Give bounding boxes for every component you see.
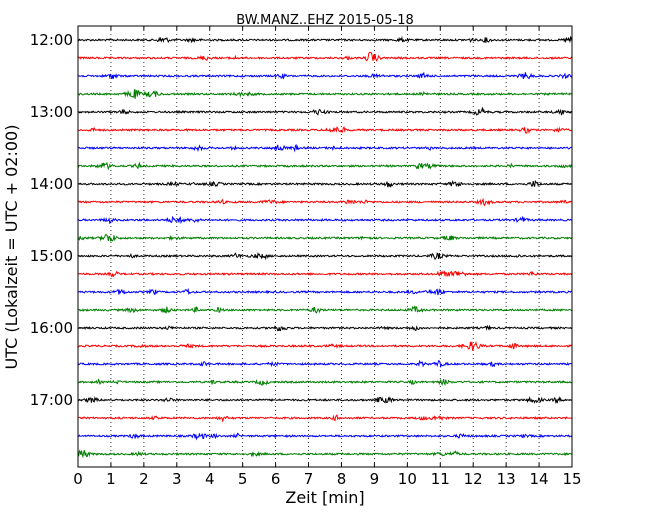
y-tick-label: 17:00 (30, 391, 73, 409)
x-tick-label: 8 (337, 470, 347, 488)
x-tick-label: 5 (238, 470, 248, 488)
y-tick-label: 13:00 (30, 103, 73, 121)
trace-line (77, 324, 573, 332)
y-axis-label: UTC (Lokalzeit = UTC + 02:00) (2, 125, 21, 370)
chart-title: BW.MANZ..EHZ 2015-05-18 (236, 13, 414, 28)
trace-line (77, 35, 573, 44)
y-axis-ticks: 12:00 13:00 14:00 15:00 16:00 17:00 (30, 31, 572, 409)
x-tick-label: 13 (497, 470, 516, 488)
trace-line (77, 126, 573, 134)
trace-line (77, 287, 573, 296)
y-tick-label: 15:00 (30, 247, 73, 265)
grid-lines (110, 26, 540, 467)
x-tick-label: 11 (431, 470, 450, 488)
trace-line (77, 197, 573, 207)
trace-line (77, 378, 573, 387)
trace-line (77, 305, 573, 314)
trace-line (77, 233, 573, 242)
x-tick-label: 3 (172, 470, 182, 488)
x-tick-label: 2 (139, 470, 149, 488)
y-tick-label: 14:00 (30, 175, 73, 193)
trace-line (77, 432, 573, 441)
x-tick-label: 10 (398, 470, 417, 488)
trace-line (77, 359, 573, 369)
y-tick-label: 16:00 (30, 319, 73, 337)
x-tick-label: 1 (106, 470, 116, 488)
trace-line (77, 270, 573, 278)
trace-line (77, 341, 573, 352)
x-tick-label: 14 (530, 470, 549, 488)
trace-line (77, 414, 573, 423)
trace-line (77, 51, 573, 62)
trace-line (77, 179, 573, 188)
x-tick-label: 6 (271, 470, 281, 488)
x-tick-label: 9 (370, 470, 380, 488)
x-tick-label: 0 (73, 470, 83, 488)
plot-frame (77, 25, 573, 468)
y-tick-label: 12:00 (30, 31, 73, 49)
x-tick-label: 15 (562, 470, 581, 488)
trace-line (77, 449, 573, 459)
trace-line (77, 161, 573, 171)
x-axis-ticks: 0 1 2 3 4 5 6 7 8 9 10 11 12 13 14 15 (73, 26, 582, 488)
x-axis-label: Zeit [min] (285, 488, 364, 507)
trace-line (77, 395, 573, 405)
traces (77, 35, 573, 459)
trace-line (77, 215, 573, 225)
trace-line (77, 143, 573, 153)
trace-line (77, 71, 573, 80)
x-tick-label: 4 (205, 470, 215, 488)
x-tick-label: 7 (304, 470, 314, 488)
trace-line (77, 252, 573, 261)
x-tick-label: 12 (464, 470, 483, 488)
trace-line (77, 106, 573, 116)
trace-line (77, 89, 573, 99)
